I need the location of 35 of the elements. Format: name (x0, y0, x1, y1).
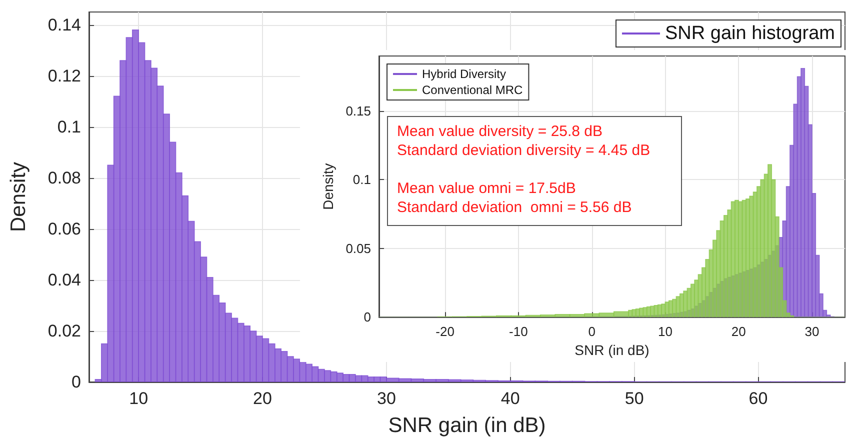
y-tick-label: 0.15 (346, 103, 371, 118)
x-tick-label: 50 (624, 389, 644, 408)
x-tick-label: 60 (748, 389, 768, 408)
annotation: Mean value omni = 17.5dB (397, 180, 576, 197)
y-tick-label: 0.08 (48, 168, 81, 188)
x-tick-label: 0 (588, 324, 596, 340)
x-tick-label: 20 (731, 324, 746, 340)
y-tick-label: 0.1 (57, 117, 81, 136)
y-tick-label: 0.14 (48, 15, 81, 34)
y-tick-label: 0.02 (48, 321, 81, 340)
legend-label: Hybrid Diversity (422, 67, 506, 81)
y-tick-label: 0.06 (48, 219, 81, 238)
x-tick-label: -20 (436, 324, 454, 340)
x-tick-label: 10 (129, 389, 148, 408)
y-tick-label: 0.12 (48, 66, 81, 86)
y-tick-label: 0.05 (346, 240, 371, 256)
x-tick-label: 40 (500, 389, 520, 408)
y-tick-label: 0.1 (352, 172, 371, 188)
x-tick-label: 30 (804, 324, 820, 340)
x-tick-label: 10 (658, 324, 672, 340)
x-axis-title: SNR gain (in dB) (388, 414, 546, 437)
y-tick-label: 0 (72, 372, 81, 392)
legend-label: Conventional MRC (422, 83, 524, 97)
x-axis-title: SNR (in dB) (574, 342, 650, 358)
annotation: Standard deviation diversity = 4.45 dB (397, 142, 650, 159)
legend-label: SNR gain histogram (664, 23, 836, 44)
y-axis-title: Density (320, 163, 336, 210)
x-tick-label: 30 (376, 389, 396, 408)
x-tick-label: 20 (253, 389, 272, 408)
y-axis-title: Density (7, 161, 30, 232)
annotation: Mean value diversity = 25.8 dB (397, 123, 603, 140)
y-tick-label: 0 (364, 310, 371, 325)
x-tick-label: -10 (509, 324, 528, 340)
y-tick-label: 0.04 (48, 270, 81, 290)
annotation: Standard deviation omni = 5.56 dB (397, 199, 632, 216)
